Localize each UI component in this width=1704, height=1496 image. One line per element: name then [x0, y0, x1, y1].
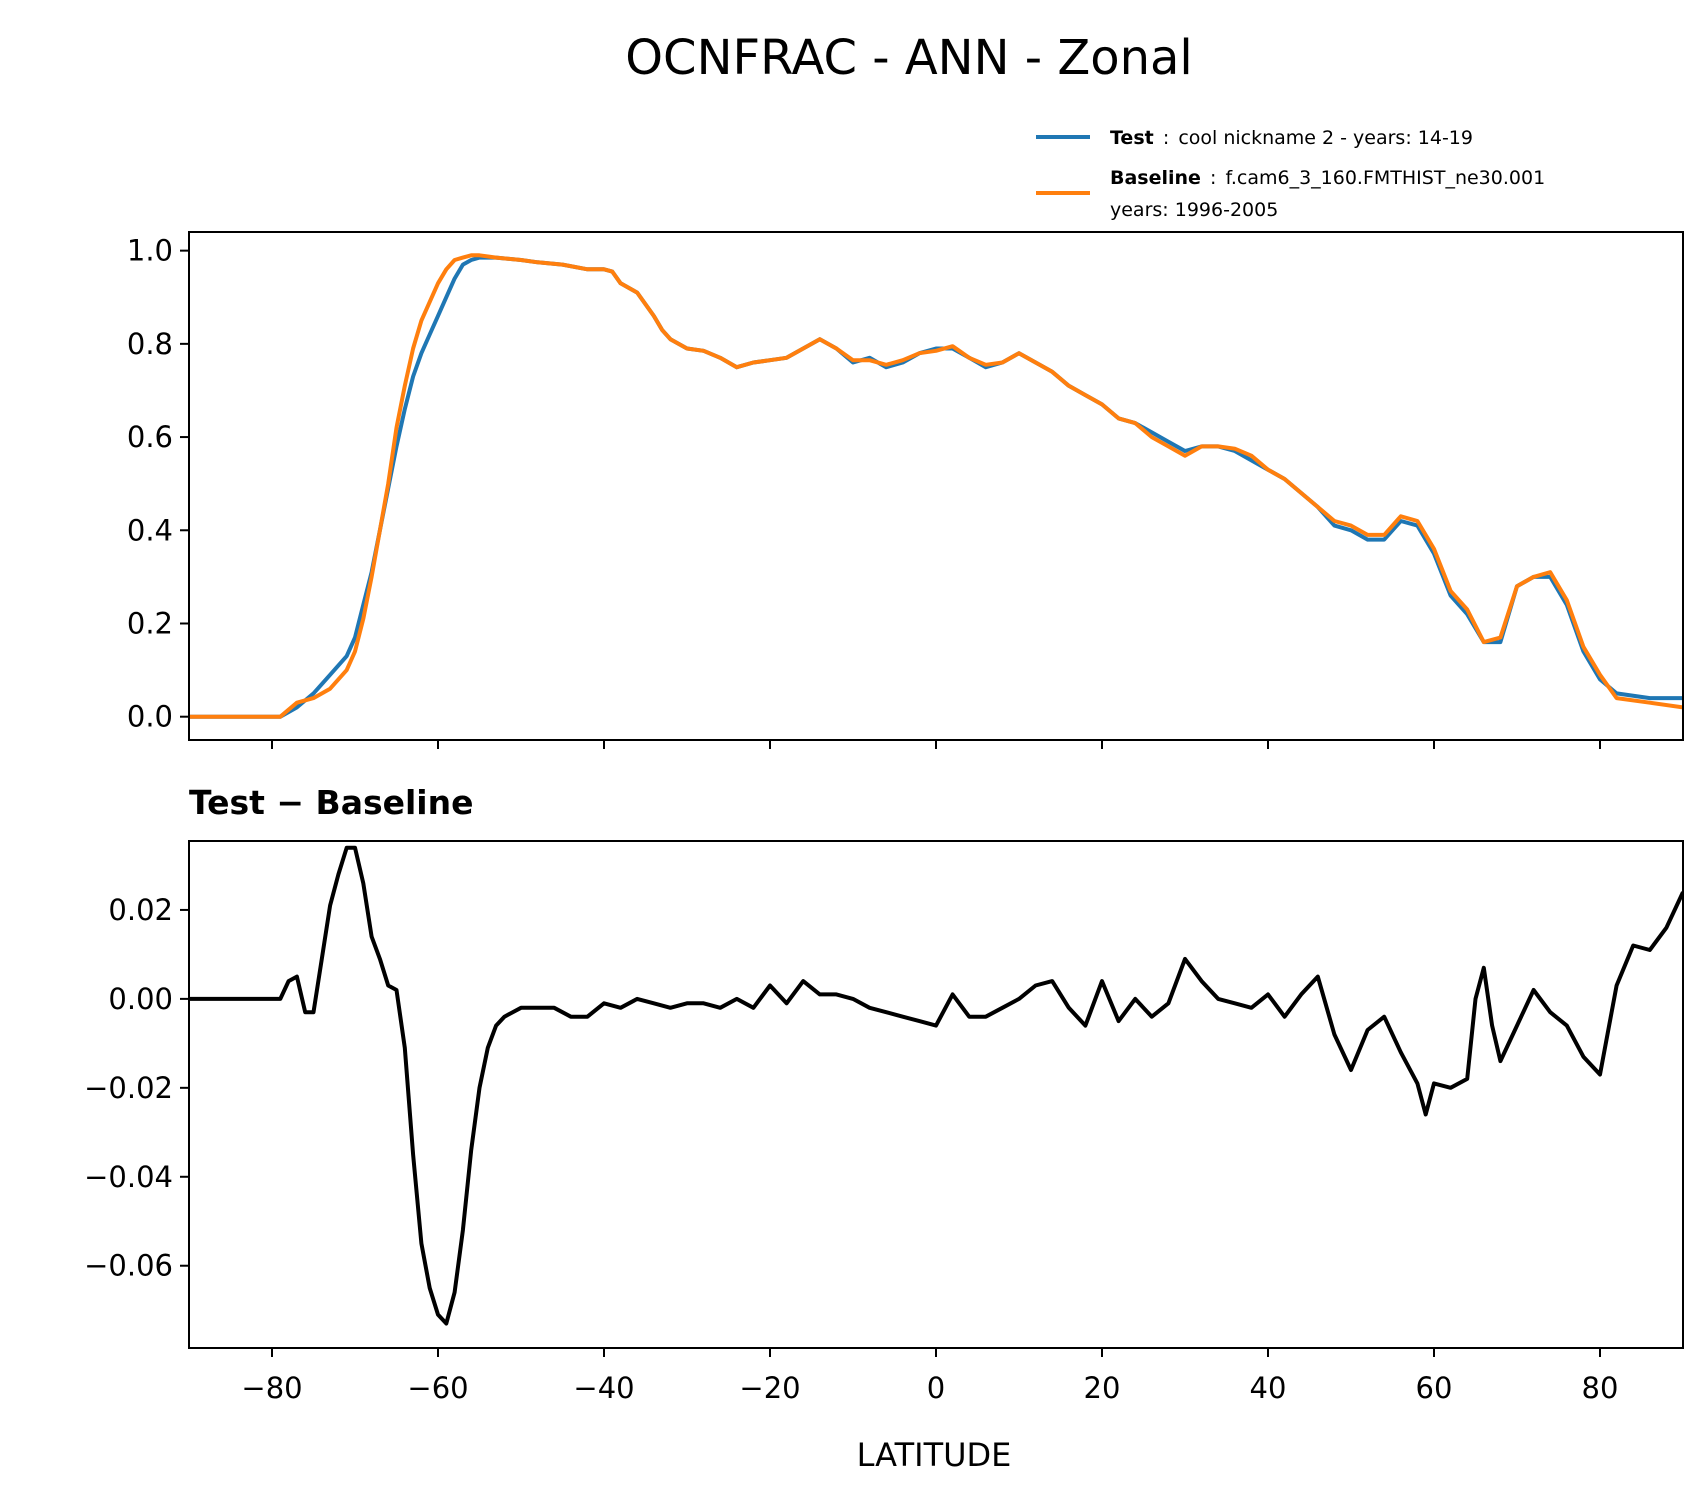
figure-title: OCNFRAC - ANN - Zonal — [625, 30, 1192, 86]
legend-test-entry: Test : cool nickname 2 - years: 14-19 — [1110, 127, 1473, 149]
legend-baseline-entry: Baseline : f.cam6_3_160.FMTHIST_ne30.001 — [1110, 167, 1545, 189]
y-tick-label: −0.04 — [84, 1160, 173, 1194]
x-tick-label: −60 — [407, 1371, 468, 1405]
y-tick-label: 0.2 — [127, 606, 173, 640]
legend-baseline-years: years: 1996-2005 — [1110, 199, 1278, 221]
series-line-baseline — [189, 253, 1683, 719]
legend: Test : cool nickname 2 - years: 14-19 Ba… — [1036, 127, 1545, 221]
x-tick-label: −40 — [573, 1371, 634, 1405]
difference-panel: −0.06 −0.04 −0.02 0.00 0.02 −80 −60 −40 −20 0 20 40… — [84, 840, 1684, 1405]
axes-frame — [188, 231, 1684, 741]
y-tick-label: 0.02 — [108, 893, 173, 927]
difference-panel-title: Test − Baseline — [189, 783, 474, 822]
y-tick-label: 0.6 — [127, 420, 173, 454]
y-tick-label: 1.0 — [127, 234, 173, 268]
y-tick-label: −0.06 — [84, 1249, 173, 1283]
x-axis-label: LATITUDE — [857, 1436, 1012, 1474]
x-tick-label: −80 — [241, 1371, 302, 1405]
legend-baseline-desc: f.cam6_3_160.FMTHIST_ne30.001 — [1226, 167, 1546, 189]
y-tick-label: 0.0 — [127, 700, 173, 734]
legend-test-desc: cool nickname 2 - years: 14-19 — [1178, 127, 1473, 149]
y-tick-label: 0.00 — [108, 982, 173, 1016]
x-tick-label: 60 — [1416, 1371, 1453, 1405]
legend-test-separator: : — [1163, 127, 1169, 149]
series-line-test-baseline — [189, 845, 1683, 1326]
y-tick-label: 0.8 — [127, 327, 173, 361]
x-tick-label: 0 — [927, 1371, 945, 1405]
x-tick-label: −20 — [739, 1371, 800, 1405]
axes-frame — [188, 840, 1684, 1349]
x-tick-label: 80 — [1582, 1371, 1619, 1405]
zonal-panel: 0.0 0.2 0.4 0.6 0.8 1.0 — [127, 231, 1684, 749]
series-line-test — [189, 255, 1683, 719]
legend-test-name: Test — [1110, 127, 1154, 149]
legend-baseline-name: Baseline — [1110, 167, 1201, 189]
legend-baseline-separator: : — [1210, 167, 1216, 189]
x-tick-label: 20 — [1084, 1371, 1121, 1405]
y-tick-label: 0.4 — [127, 513, 173, 547]
x-tick-label: 40 — [1250, 1371, 1287, 1405]
y-tick-label: −0.02 — [84, 1071, 173, 1105]
